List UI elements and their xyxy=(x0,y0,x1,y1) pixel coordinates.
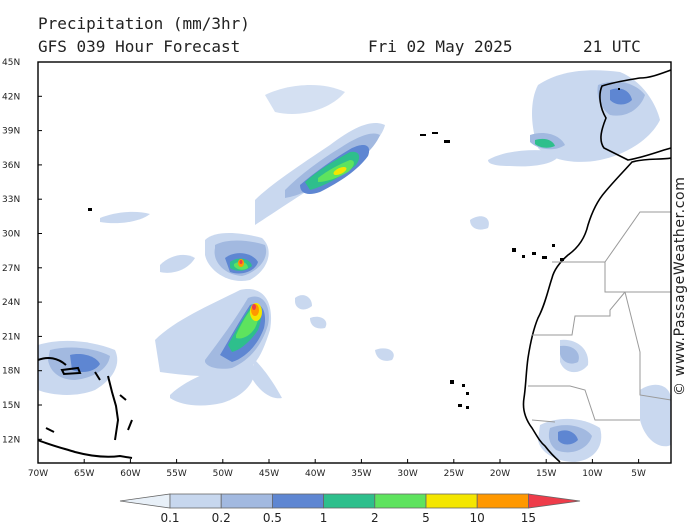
forecast-date: Fri 02 May 2025 xyxy=(368,37,513,56)
lon-tick-label: 5W xyxy=(631,469,646,479)
legend-swatch xyxy=(271,493,324,509)
forecast-label: GFS 039 Hour Forecast xyxy=(38,37,241,56)
lat-tick-label: 15N xyxy=(2,401,20,411)
lon-tick-label: 15W xyxy=(536,469,556,479)
legend-label: 0.5 xyxy=(263,511,282,525)
lat-tick-label: 21N xyxy=(2,332,20,342)
caribbean-islands xyxy=(38,356,133,459)
lat-tick-label: 42N xyxy=(2,92,20,102)
lon-tick-label: 40W xyxy=(305,469,325,479)
lon-tick-label: 50W xyxy=(213,469,233,479)
iberia-coastline xyxy=(599,69,671,161)
legend-label: 0.2 xyxy=(212,511,231,525)
lon-tick-label: 30W xyxy=(397,469,417,479)
lat-tick-label: 12N xyxy=(2,435,20,445)
longitude-axis: 70W 65W 60W 55W 50W 45W 40W 35W 30W 25W 20W 15W 10W 5… xyxy=(28,459,646,479)
lat-tick-label: 27N xyxy=(2,264,20,274)
lon-tick-label: 65W xyxy=(74,469,94,479)
lat-tick-label: 36N xyxy=(2,161,20,171)
legend-swatch xyxy=(425,493,478,509)
lat-tick-label: 39N xyxy=(2,127,20,137)
lat-tick-label: 45N xyxy=(2,58,20,68)
legend-swatch xyxy=(119,493,171,509)
africa-coastline xyxy=(522,157,671,463)
atlantic-islands xyxy=(88,88,620,409)
legend-swatch xyxy=(476,493,529,509)
forecast-time: 21 UTC xyxy=(583,37,641,56)
legend-label: 10 xyxy=(470,511,485,525)
lon-tick-label: 45W xyxy=(259,469,279,479)
legend-swatch xyxy=(374,493,427,509)
legend-swatch xyxy=(528,493,581,509)
legend-swatch xyxy=(323,493,376,509)
lon-tick-label: 10W xyxy=(582,469,602,479)
precipitation-legend: 0.1 0.2 0.5 1 2 5 10 15 xyxy=(119,493,581,525)
lat-tick-label: 33N xyxy=(2,195,20,205)
latitude-axis: 45N 42N 39N 36N 33N 30N 27N 24N 21N 18N 15N 12N xyxy=(2,58,42,445)
map-title: Precipitation (mm/3hr) xyxy=(38,14,250,33)
lat-tick-label: 24N xyxy=(2,298,20,308)
lon-tick-label: 70W xyxy=(28,469,48,479)
legend-label: 15 xyxy=(521,511,536,525)
legend-label: 1 xyxy=(320,511,328,525)
africa-borders xyxy=(528,211,671,423)
lon-tick-label: 25W xyxy=(444,469,464,479)
legend-swatch xyxy=(220,493,273,509)
legend-label: 5 xyxy=(422,511,430,525)
lon-tick-label: 55W xyxy=(166,469,186,479)
legend-label: 0.1 xyxy=(160,511,179,525)
lat-tick-label: 30N xyxy=(2,230,20,240)
map-frame xyxy=(37,61,672,464)
lon-tick-label: 35W xyxy=(351,469,371,479)
lat-tick-label: 18N xyxy=(2,367,20,377)
legend-label: 2 xyxy=(371,511,379,525)
copyright-text: © www.PassageWeather.com xyxy=(672,176,688,396)
lon-tick-label: 60W xyxy=(120,469,140,479)
lon-tick-label: 20W xyxy=(490,469,510,479)
legend-swatch xyxy=(169,493,222,509)
precip-cores xyxy=(238,166,347,321)
